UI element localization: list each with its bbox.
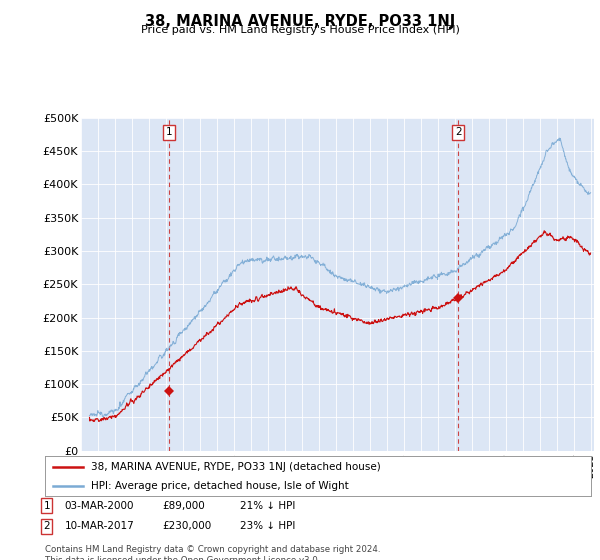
Text: 2: 2 xyxy=(43,521,50,531)
Text: 03-MAR-2000: 03-MAR-2000 xyxy=(65,501,134,511)
Text: 38, MARINA AVENUE, RYDE, PO33 1NJ (detached house): 38, MARINA AVENUE, RYDE, PO33 1NJ (detac… xyxy=(91,462,381,472)
Text: 10-MAR-2017: 10-MAR-2017 xyxy=(65,521,134,531)
Text: £89,000: £89,000 xyxy=(162,501,205,511)
Text: 38, MARINA AVENUE, RYDE, PO33 1NJ: 38, MARINA AVENUE, RYDE, PO33 1NJ xyxy=(145,14,455,29)
Text: Price paid vs. HM Land Registry's House Price Index (HPI): Price paid vs. HM Land Registry's House … xyxy=(140,25,460,35)
Text: 23% ↓ HPI: 23% ↓ HPI xyxy=(240,521,295,531)
Text: 1: 1 xyxy=(166,127,172,137)
Text: Contains HM Land Registry data © Crown copyright and database right 2024.
This d: Contains HM Land Registry data © Crown c… xyxy=(45,545,380,560)
Text: 2: 2 xyxy=(455,127,461,137)
Text: 1: 1 xyxy=(43,501,50,511)
Text: £230,000: £230,000 xyxy=(162,521,211,531)
Text: HPI: Average price, detached house, Isle of Wight: HPI: Average price, detached house, Isle… xyxy=(91,481,349,491)
Text: 21% ↓ HPI: 21% ↓ HPI xyxy=(240,501,295,511)
